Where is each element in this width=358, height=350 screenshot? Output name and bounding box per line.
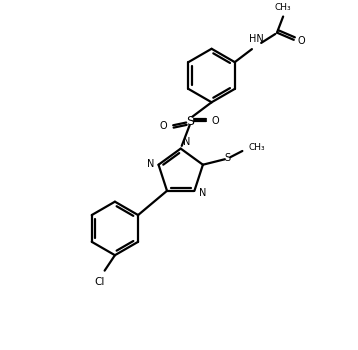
- Text: N: N: [183, 137, 191, 147]
- Text: S: S: [186, 116, 194, 128]
- Text: CH₃: CH₃: [275, 3, 291, 12]
- Text: O: O: [159, 121, 167, 131]
- Text: O: O: [211, 116, 219, 126]
- Text: N: N: [199, 188, 206, 197]
- Text: O: O: [298, 36, 305, 46]
- Text: HN: HN: [249, 34, 264, 44]
- Text: S: S: [224, 153, 231, 163]
- Text: N: N: [147, 159, 154, 169]
- Text: CH₃: CH₃: [248, 143, 265, 152]
- Text: Cl: Cl: [94, 278, 105, 287]
